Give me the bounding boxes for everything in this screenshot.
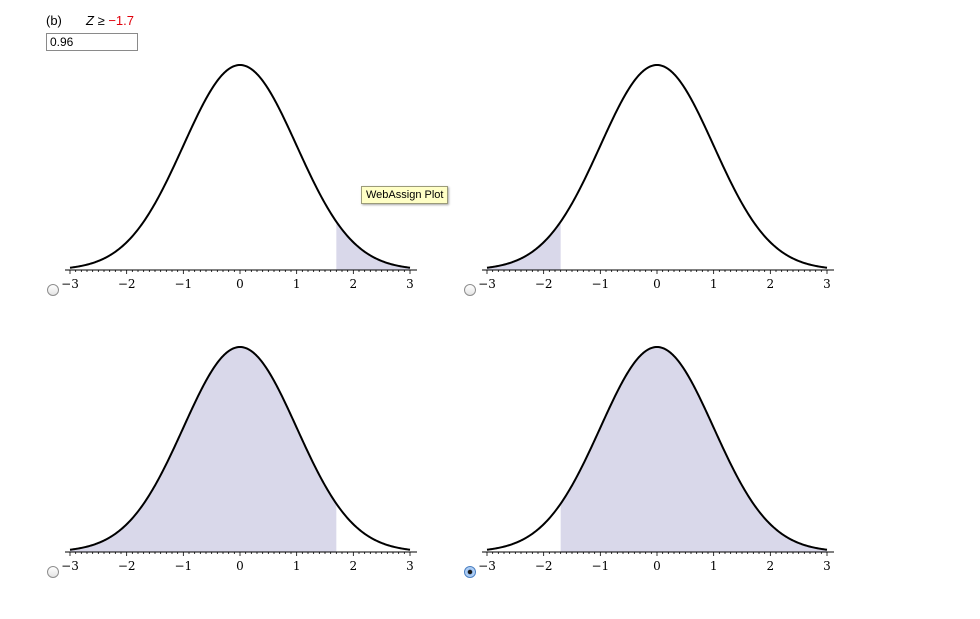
- normal-curve-plot-option-3: −3 −2 −1 0 1 2 3: [60, 342, 420, 582]
- x-tick-label: −3: [478, 559, 496, 573]
- x-tick-label: 0: [653, 277, 661, 291]
- operator-label: ≥: [97, 13, 105, 28]
- threshold-value: −1.7: [108, 13, 135, 28]
- normal-curve-plot-option-4: −3 −2 −1 0 1 2 3: [477, 342, 837, 582]
- x-tick-label: −1: [591, 559, 609, 573]
- shaded-area: [487, 221, 561, 270]
- x-tick-label: 3: [406, 277, 414, 291]
- option-2-radio[interactable]: [464, 284, 476, 296]
- x-tick-label: 2: [767, 559, 775, 573]
- x-tick-label: −2: [118, 559, 136, 573]
- x-tick-label: 2: [767, 277, 775, 291]
- plot-svg: −3 −2 −1 0 1 2 3: [61, 345, 417, 573]
- normal-curve-plot-option-1: −3 −2 −1 0 1 2 3: [60, 60, 420, 300]
- x-tick-label: 0: [236, 277, 244, 291]
- probability-answer-input[interactable]: [46, 33, 138, 51]
- x-tick-label: 1: [710, 559, 718, 573]
- normal-curve: [486, 345, 828, 551]
- shaded-area: [336, 221, 410, 270]
- plot-tooltip: WebAssign Plot: [361, 186, 449, 204]
- plot-svg: −3 −2 −1 0 1 2 3: [478, 63, 834, 291]
- x-tick-label: −1: [174, 559, 192, 573]
- normal-curve-plot-option-2: −3 −2 −1 0 1 2 3: [477, 60, 837, 300]
- x-tick-label: −2: [535, 277, 553, 291]
- normal-curve: [486, 63, 828, 269]
- x-tick-label: −1: [591, 277, 609, 291]
- plot-svg: −3 −2 −1 0 1 2 3: [61, 63, 417, 291]
- x-tick-label: −2: [118, 277, 136, 291]
- x-tick-label: 3: [406, 559, 414, 573]
- part-label: (b): [46, 13, 62, 28]
- x-tick-label: −3: [61, 559, 79, 573]
- x-tick-label: 3: [823, 277, 831, 291]
- x-tick-label: −2: [535, 559, 553, 573]
- x-tick-label: −3: [478, 277, 496, 291]
- x-tick-label: 3: [823, 559, 831, 573]
- x-tick-label: 1: [710, 277, 718, 291]
- variable-label: Z: [86, 13, 94, 28]
- plot-svg: −3 −2 −1 0 1 2 3: [478, 345, 834, 573]
- x-tick-label: 2: [350, 559, 358, 573]
- shaded-area: [70, 347, 337, 552]
- x-tick-label: −3: [61, 277, 79, 291]
- option-4-radio[interactable]: [464, 566, 476, 578]
- x-tick-label: 0: [653, 559, 661, 573]
- x-tick-label: 2: [350, 277, 358, 291]
- x-tick-label: 0: [236, 559, 244, 573]
- option-1-radio[interactable]: [47, 284, 59, 296]
- shaded-area: [560, 347, 827, 552]
- x-tick-label: 1: [293, 559, 301, 573]
- normal-curve: [69, 345, 411, 551]
- question-header: (b) Z ≥ −1.7: [46, 13, 134, 28]
- option-3-radio[interactable]: [47, 566, 59, 578]
- x-tick-label: 1: [293, 277, 301, 291]
- normal-curve: [69, 63, 411, 269]
- x-tick-label: −1: [174, 277, 192, 291]
